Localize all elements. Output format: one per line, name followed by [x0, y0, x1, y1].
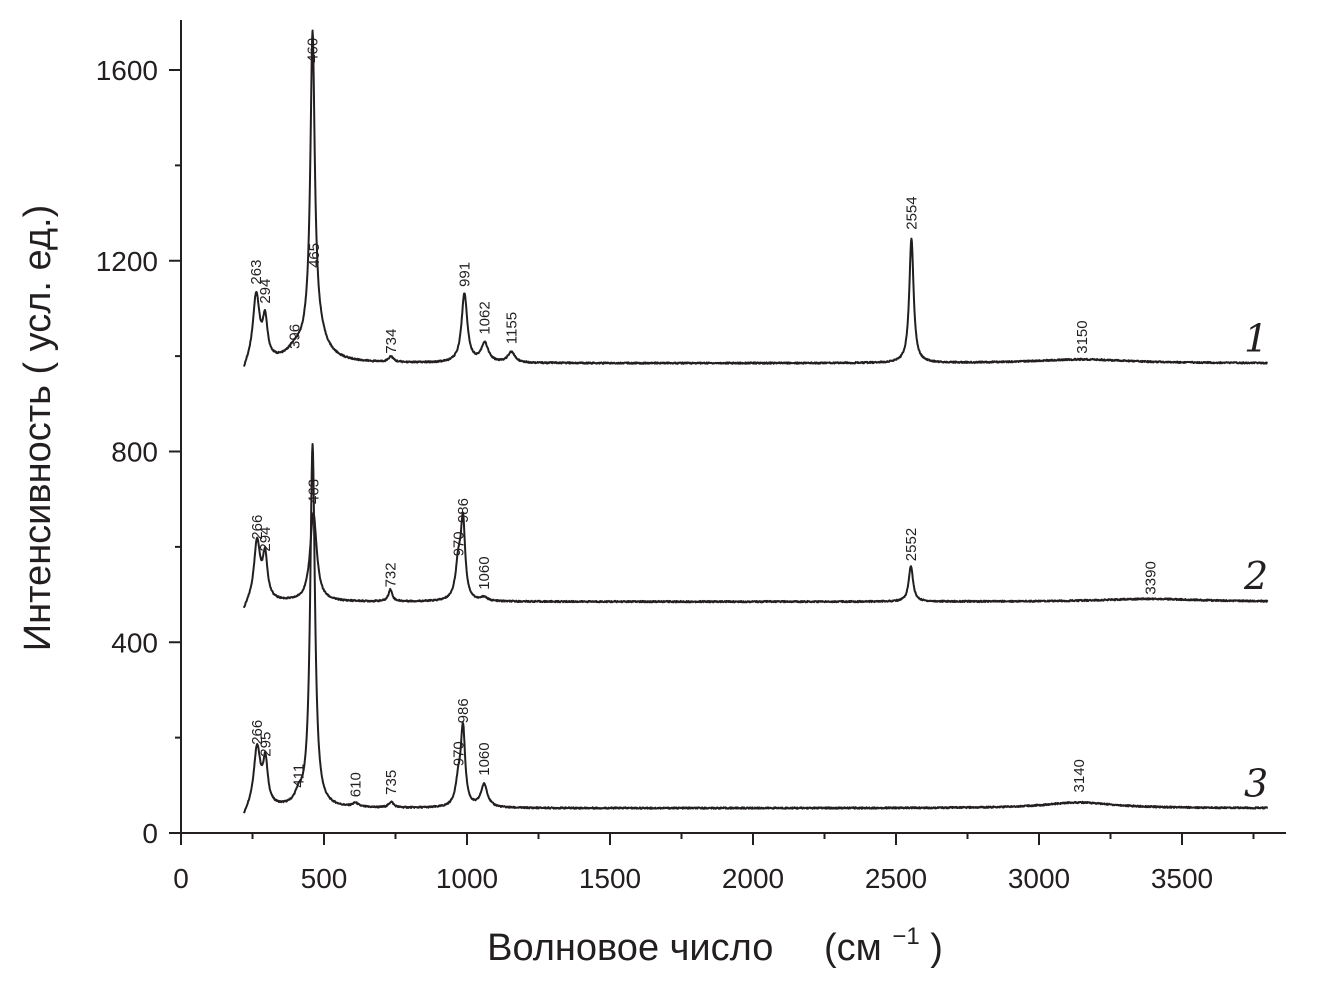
peak-label: 460 [305, 38, 322, 63]
peak-label: 1062 [477, 301, 494, 334]
peak-label: 1060 [476, 742, 493, 775]
peak-label: 610 [347, 772, 364, 797]
peak-label: 1060 [476, 556, 493, 589]
axes [180, 20, 1286, 834]
spectrum-line-3 [243, 442, 1269, 814]
ticks [169, 69, 1255, 845]
peak-label: 465 [306, 243, 323, 268]
x-tick-label: 2500 [865, 863, 927, 894]
peak-label: 2554 [903, 196, 920, 229]
curve-id-2: 2 [1243, 554, 1268, 598]
x-tick-label: 1000 [436, 863, 498, 894]
y-axis-title: Интенсивность ( усл. ед.) [17, 205, 59, 651]
peak-label: 986 [455, 698, 472, 723]
peak-label: 3150 [1074, 320, 1091, 353]
peak-label: 986 [455, 498, 472, 523]
spectrum-line-2 [242, 511, 1269, 609]
peak-label: 294 [257, 527, 274, 552]
curve-id-1: 1 [1244, 317, 1268, 361]
peak-label: 970 [450, 531, 467, 556]
y-tick-label: 0 [142, 818, 158, 849]
peak-label: 735 [383, 770, 400, 795]
curve-id-3: 3 [1244, 761, 1268, 805]
peak-label: 2552 [903, 528, 920, 561]
peak-label: 294 [257, 279, 274, 304]
peak-label: 266 [249, 720, 266, 745]
peak-label: 734 [383, 329, 400, 354]
x-tick-label: 2000 [722, 863, 784, 894]
peak-label: 295 [257, 732, 274, 757]
y-tick-label: 1600 [96, 55, 158, 86]
curve-ids: 1 2 3 [1243, 317, 1268, 806]
peak-label: 3390 [1143, 561, 1160, 594]
y-tick-label: 800 [111, 437, 158, 468]
x-tick-label: 0 [173, 863, 189, 894]
peak-label: 266 [249, 515, 266, 540]
peak-label: 396 [286, 324, 303, 349]
peak-label: 411 [291, 764, 308, 788]
x-tick-label: 1500 [579, 863, 641, 894]
tick-labels: 0 500 1000 1500 2000 2500 3000 3500 0 400 800 1200 1… [96, 55, 1213, 894]
peak-label: 463 [305, 479, 322, 504]
peak-label: 3140 [1071, 759, 1088, 792]
x-tick-label: 3500 [1151, 863, 1213, 894]
y-tick-label: 400 [111, 627, 158, 658]
peak-label: 732 [382, 562, 399, 587]
peak-label: 263 [248, 260, 265, 285]
x-tick-label: 3000 [1008, 863, 1070, 894]
peak-label: 970 [450, 741, 467, 766]
y-tick-label: 1200 [96, 246, 158, 277]
spectrum-line-1 [242, 29, 1269, 367]
x-tick-label: 500 [301, 863, 348, 894]
spectra [242, 29, 1269, 814]
peak-label: 991 [456, 262, 473, 287]
x-axis-title: Волновое число (см −1 ) [487, 911, 943, 969]
peak-label: 1155 [503, 312, 520, 344]
